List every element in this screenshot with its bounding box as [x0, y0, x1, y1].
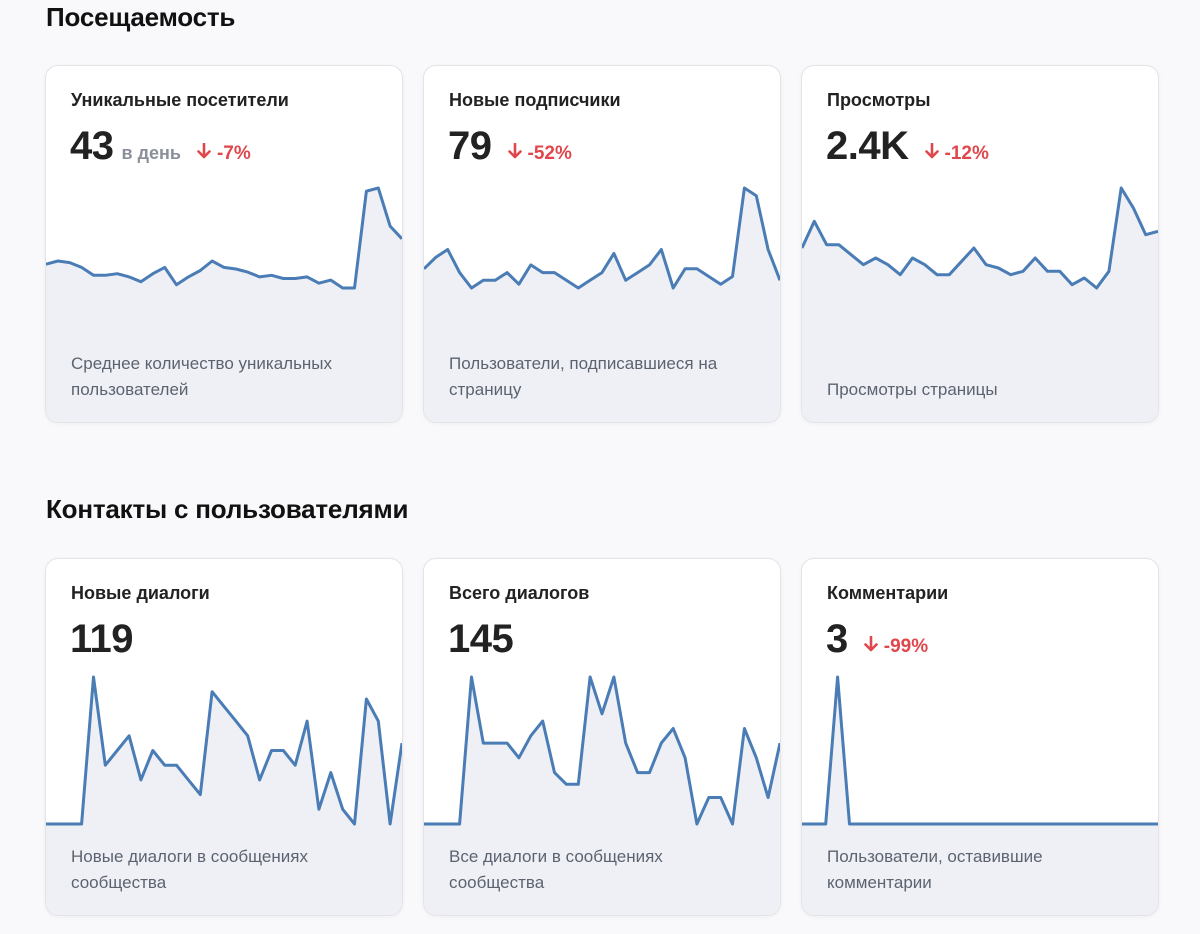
card-value: 145 [448, 617, 514, 661]
card-label: Новые подписчики [449, 90, 621, 110]
change-indicator: -12% [924, 142, 989, 165]
card-value: 2.4K [826, 124, 909, 168]
card-unit: в день [121, 143, 181, 163]
change-indicator: -52% [507, 142, 572, 165]
card-label: Комментарии [827, 583, 949, 603]
sparkline-chart [424, 186, 780, 422]
arrow-down-icon [863, 635, 878, 658]
sparkline-area [802, 188, 1158, 422]
change-value: -12% [944, 143, 989, 164]
stat-card-new-subscribers[interactable]: Новые подписчики 79 -52% Пользователи, п… [424, 66, 780, 422]
change-value: -7% [216, 143, 251, 164]
card-description: Пользователи, оставившие комментарии [827, 847, 1043, 892]
sparkline-line [802, 186, 1158, 290]
stat-card-new-dialogs[interactable]: Новые диалоги 119 Новые диалоги в сообще… [46, 559, 402, 915]
sparkline-area [802, 677, 1158, 915]
card-label: Просмотры [827, 90, 931, 110]
sparkline-area [46, 677, 402, 915]
card-label: Уникальные посетители [71, 90, 289, 110]
arrow-down-icon [197, 142, 211, 165]
change-indicator: -7% [197, 142, 251, 165]
sparkline-line [424, 186, 780, 290]
arrow-down-icon [924, 142, 939, 165]
section-title-contacts: Контакты с пользователями [46, 494, 409, 524]
stat-card-unique-visitors[interactable]: Уникальные посетители 43 в день -7% Сред… [46, 66, 402, 422]
sparkline-chart [802, 675, 1158, 915]
sparkline-chart [802, 186, 1158, 422]
sparkline-line [46, 186, 402, 290]
sparkline-chart [424, 675, 780, 915]
sparkline-line [46, 675, 402, 826]
card-value: 79 [448, 124, 492, 168]
stat-card-total-dialogs[interactable]: Всего диалогов 145 Все диалоги в сообщен… [424, 559, 780, 915]
stat-card-comments[interactable]: Комментарии 3 -99% Пользователи, оставив… [802, 559, 1158, 915]
sparkline-chart [46, 186, 402, 422]
change-indicator: -99% [863, 635, 929, 658]
stat-card-views[interactable]: Просмотры 2.4K -12% Просмотры страницы [802, 66, 1158, 422]
card-description: Просмотры страницы [827, 380, 998, 399]
sparkline-line [424, 675, 780, 826]
card-description: Пользователи, подписавшиеся на страницу [449, 354, 718, 399]
sparkline-area [424, 677, 780, 915]
card-label: Новые диалоги [71, 583, 210, 603]
change-value: -52% [527, 143, 572, 164]
sparkline-chart [46, 675, 402, 915]
change-value: -99% [883, 636, 929, 657]
card-value: 119 [70, 617, 134, 661]
sparkline-area [46, 188, 402, 422]
sparkline-line [802, 675, 1158, 826]
card-description: Все диалоги в сообщениях сообщества [449, 847, 663, 892]
card-value: 43 [70, 124, 114, 168]
card-label: Всего диалогов [449, 583, 590, 603]
sparkline-area [424, 188, 780, 422]
card-description: Новые диалоги в сообщениях сообщества [71, 847, 308, 892]
card-description: Среднее количество уникальных пользовате… [71, 354, 333, 399]
arrow-down-icon [507, 142, 522, 165]
section-title-traffic: Посещаемость [46, 2, 236, 32]
card-value: 3 [826, 617, 848, 661]
